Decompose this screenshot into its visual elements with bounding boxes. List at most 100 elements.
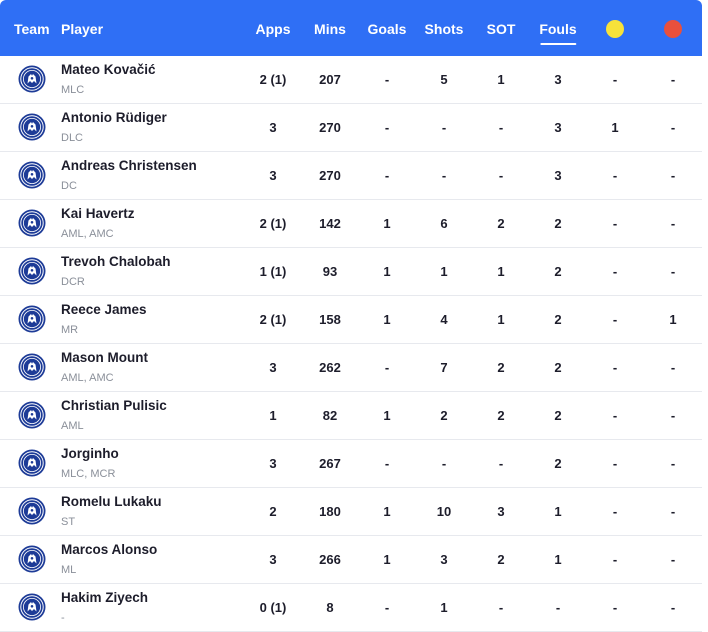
shots-value: 5 bbox=[440, 72, 448, 87]
player-name[interactable]: Jorginho bbox=[61, 446, 119, 461]
table-row[interactable]: Jorginho MLC, MCR 3 267 - - - 2 - - bbox=[0, 440, 702, 488]
chelsea-crest-icon bbox=[18, 113, 46, 141]
table-row[interactable]: Mason Mount AML, AMC 3 262 - 7 2 2 - - bbox=[0, 344, 702, 392]
chelsea-crest-icon bbox=[18, 545, 46, 573]
column-header-shots[interactable]: Shots bbox=[424, 21, 464, 37]
table-row[interactable]: Reece James MR 2 (1) 158 1 4 1 2 - 1 bbox=[0, 296, 702, 344]
table-row[interactable]: Romelu Lukaku ST 2 180 1 10 3 1 - - bbox=[0, 488, 702, 536]
table-row[interactable]: Christian Pulisic AML 1 82 1 2 2 2 - - bbox=[0, 392, 702, 440]
column-header-sot[interactable]: SOT bbox=[486, 21, 516, 37]
apps-value: 3 bbox=[269, 120, 277, 135]
fouls-value: 2 bbox=[554, 312, 562, 327]
sot-value: - bbox=[498, 600, 504, 615]
shots-value: - bbox=[441, 168, 447, 183]
apps-value: 3 bbox=[269, 456, 277, 471]
chelsea-crest-icon bbox=[18, 497, 46, 525]
chelsea-crest-icon bbox=[18, 161, 46, 189]
goals-value: - bbox=[384, 120, 390, 135]
yellow-cards-value: - bbox=[612, 552, 618, 567]
red-cards-value: - bbox=[670, 552, 676, 567]
goals-value: - bbox=[384, 72, 390, 87]
apps-value: 2 (1) bbox=[259, 72, 287, 87]
table-row[interactable]: Mateo Kovačić MLC 2 (1) 207 - 5 1 3 - - bbox=[0, 56, 702, 104]
red-cards-value: - bbox=[670, 600, 676, 615]
column-header-player[interactable]: Player bbox=[61, 21, 104, 37]
column-header-team[interactable]: Team bbox=[14, 21, 50, 37]
column-header-fouls[interactable]: Fouls bbox=[539, 0, 577, 56]
player-name[interactable]: Christian Pulisic bbox=[61, 398, 167, 413]
red-cards-value: - bbox=[670, 168, 676, 183]
fouls-value: 1 bbox=[554, 504, 562, 519]
player-position: - bbox=[61, 612, 65, 624]
sot-value: 1 bbox=[497, 72, 505, 87]
player-name[interactable]: Trevoh Chalobah bbox=[61, 254, 171, 269]
yellow-cards-value: - bbox=[612, 600, 618, 615]
fouls-value: 2 bbox=[554, 360, 562, 375]
apps-value: 2 bbox=[269, 504, 277, 519]
sot-value: 2 bbox=[497, 360, 505, 375]
column-header-fouls-label: Fouls bbox=[539, 21, 577, 37]
goals-value: 1 bbox=[383, 552, 391, 567]
shots-value: - bbox=[441, 120, 447, 135]
player-name[interactable]: Romelu Lukaku bbox=[61, 494, 162, 509]
sort-indicator bbox=[540, 43, 576, 45]
column-header-apps[interactable]: Apps bbox=[255, 21, 291, 37]
column-header-mins[interactable]: Mins bbox=[314, 21, 346, 37]
player-name[interactable]: Kai Havertz bbox=[61, 206, 135, 221]
sot-value: 1 bbox=[497, 312, 505, 327]
table-body: Mateo Kovačić MLC 2 (1) 207 - 5 1 3 - - … bbox=[0, 56, 702, 632]
column-header-goals[interactable]: Goals bbox=[367, 21, 407, 37]
mins-value: 82 bbox=[322, 408, 338, 423]
goals-value: 1 bbox=[383, 408, 391, 423]
player-name[interactable]: Hakim Ziyech bbox=[61, 590, 149, 605]
shots-value: 6 bbox=[440, 216, 448, 231]
player-name[interactable]: Reece James bbox=[61, 302, 147, 317]
table-row[interactable]: Marcos Alonso ML 3 266 1 3 2 1 - - bbox=[0, 536, 702, 584]
table-row[interactable]: Antonio Rüdiger DLC 3 270 - - - 3 1 - bbox=[0, 104, 702, 152]
player-position: DC bbox=[61, 180, 77, 192]
red-card-icon[interactable] bbox=[664, 20, 682, 38]
table-row[interactable]: Hakim Ziyech - 0 (1) 8 - 1 - - - - bbox=[0, 584, 702, 632]
goals-value: - bbox=[384, 168, 390, 183]
player-name[interactable]: Andreas Christensen bbox=[61, 158, 197, 173]
red-cards-value: - bbox=[670, 216, 676, 231]
red-cards-value: - bbox=[670, 456, 676, 471]
player-position: AML, AMC bbox=[61, 228, 114, 240]
red-cards-value: - bbox=[670, 120, 676, 135]
yellow-cards-value: - bbox=[612, 456, 618, 471]
player-position: DLC bbox=[61, 132, 84, 144]
yellow-cards-value: - bbox=[612, 168, 618, 183]
yellow-card-icon[interactable] bbox=[606, 20, 624, 38]
red-cards-value: - bbox=[670, 360, 676, 375]
apps-value: 0 (1) bbox=[259, 600, 287, 615]
red-cards-value: - bbox=[670, 264, 676, 279]
sot-value: 1 bbox=[497, 264, 505, 279]
player-position: MR bbox=[61, 324, 79, 336]
red-cards-value: 1 bbox=[669, 312, 677, 327]
yellow-cards-value: - bbox=[612, 72, 618, 87]
player-name[interactable]: Marcos Alonso bbox=[61, 542, 158, 557]
apps-value: 1 bbox=[269, 408, 277, 423]
chelsea-crest-icon bbox=[18, 353, 46, 381]
player-position: ST bbox=[61, 516, 76, 528]
shots-value: 3 bbox=[440, 552, 448, 567]
mins-value: 270 bbox=[319, 120, 341, 135]
player-name[interactable]: Antonio Rüdiger bbox=[61, 110, 167, 125]
fouls-value: 2 bbox=[554, 456, 562, 471]
fouls-value: 3 bbox=[554, 168, 562, 183]
goals-value: - bbox=[384, 456, 390, 471]
player-position: MLC bbox=[61, 84, 85, 96]
table-row[interactable]: Kai Havertz AML, AMC 2 (1) 142 1 6 2 2 -… bbox=[0, 200, 702, 248]
player-name[interactable]: Mason Mount bbox=[61, 350, 148, 365]
fouls-value: 2 bbox=[554, 216, 562, 231]
fouls-value: - bbox=[555, 600, 561, 615]
table-row[interactable]: Trevoh Chalobah DCR 1 (1) 93 1 1 1 2 - - bbox=[0, 248, 702, 296]
chelsea-crest-icon bbox=[18, 209, 46, 237]
table-row[interactable]: Andreas Christensen DC 3 270 - - - 3 - - bbox=[0, 152, 702, 200]
mins-value: 142 bbox=[319, 216, 341, 231]
mins-value: 158 bbox=[319, 312, 341, 327]
mins-value: 267 bbox=[319, 456, 341, 471]
player-name[interactable]: Mateo Kovačić bbox=[61, 62, 156, 77]
shots-value: 4 bbox=[440, 312, 448, 327]
